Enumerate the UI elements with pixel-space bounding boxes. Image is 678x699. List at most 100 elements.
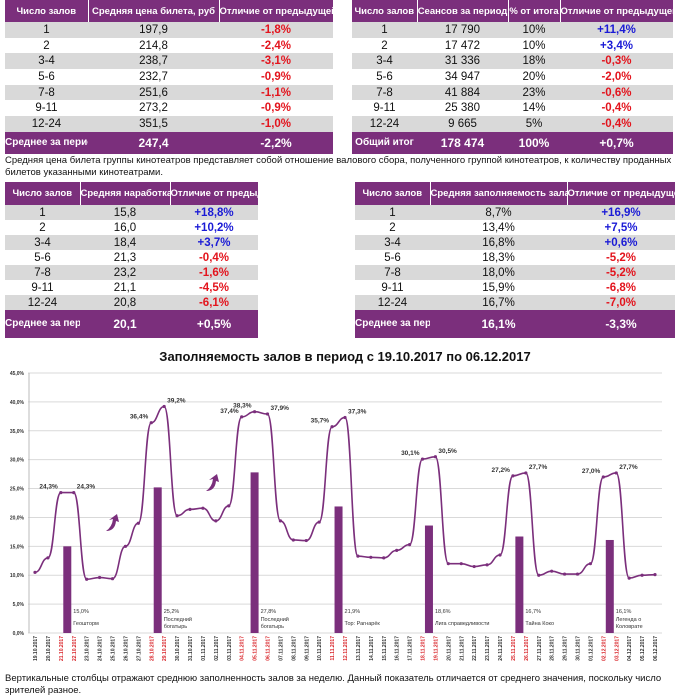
table-cell: 20% [522, 70, 546, 83]
data-point [537, 573, 541, 577]
table-row: 3-4 18,4 +3,7% [5, 235, 258, 250]
point-value-label: 37,3% [348, 408, 367, 415]
point-value-label: 27,7% [619, 464, 638, 471]
point-value-label: 36,4% [130, 414, 149, 421]
table-cell: 12-24 [355, 295, 430, 310]
point-value-label: 37,9% [271, 405, 290, 412]
total-cell: 16,1% [430, 310, 567, 338]
data-point [420, 457, 425, 461]
total-cell: 178 474 [417, 131, 508, 154]
table-cell: 17 790 [417, 22, 508, 38]
table-cell: 10% [522, 39, 546, 52]
chart-title: Заполняемость залов в период с 19.10.201… [159, 349, 531, 364]
data-point [382, 556, 386, 560]
x-tick-label: 20.11.2017 [446, 636, 452, 661]
table-cell: 7-8 [352, 84, 417, 101]
table-cell: 7-8 [355, 265, 430, 280]
x-tick-label: 27.11.2017 [537, 636, 543, 661]
data-point [85, 577, 89, 581]
total-cell: Общий итог [352, 131, 417, 154]
data-point [317, 520, 321, 524]
total-cell: Среднее за период [355, 310, 430, 338]
column-header: Число залов [5, 0, 89, 22]
data-point [72, 491, 76, 495]
x-tick-label: 12.11.2017 [343, 636, 349, 661]
bar-film-label: Легенда о [616, 617, 642, 623]
column-header: Сеансов за период [417, 0, 509, 22]
table-row: 12-24 9 665 5% -0,4% [352, 116, 673, 132]
data-point [640, 573, 644, 577]
table-row: 9-11 15,9% -6,8% [355, 280, 675, 295]
y-tick-label: 25,0% [10, 487, 25, 493]
data-point [188, 507, 192, 511]
column-header: Средняя заполняемость зала, % [430, 182, 568, 205]
table-cell: 21,1 [113, 281, 137, 294]
x-tick-label: 29.11.2017 [563, 636, 569, 661]
table-cell: -1,6% [170, 265, 258, 280]
week-bar [63, 546, 72, 633]
data-point [588, 562, 593, 566]
x-tick-label: 21.11.2017 [459, 636, 465, 661]
trend-arrow-icon [206, 474, 219, 491]
total-cell: 20,1 [80, 310, 170, 338]
table-cell: 18,0% [430, 265, 567, 280]
table-cell: 20,8 [80, 295, 170, 310]
total-row: Общий итог 178 474 100% +0,7% [352, 131, 673, 154]
table-cell: -2,4% [260, 39, 292, 52]
bar-film-label: богатырь [261, 624, 285, 630]
table-cell: 12-24 [5, 116, 88, 132]
column-header: Отличие от предыдущей недели [560, 0, 674, 22]
x-tick-label: 21.10.2017 [59, 636, 65, 661]
table-cell: 15,9% [482, 281, 515, 294]
table-cell: 3-4 [5, 235, 80, 250]
table-row: 7-8 18,0% -5,2% [355, 265, 675, 280]
total-cell: -2,2% [219, 131, 333, 154]
table-cell: +3,4% [600, 39, 633, 52]
data-point [123, 544, 128, 548]
data-point [175, 514, 179, 518]
x-tick-label: 14.11.2017 [369, 636, 375, 661]
x-tick-label: 17.11.2017 [408, 636, 414, 661]
data-point [162, 404, 166, 409]
table-row: 9-11 25 380 14% -0,4% [352, 100, 673, 116]
data-point [330, 425, 334, 429]
data-point [498, 553, 502, 557]
x-tick-label: 15.11.2017 [382, 636, 388, 661]
point-value-label: 30,5% [438, 448, 457, 455]
table-row: 5-6 34 947 20% -2,0% [352, 69, 673, 85]
table-cell: -4,5% [198, 281, 230, 294]
table-cell: -1,8% [219, 22, 333, 38]
data-point [472, 564, 476, 569]
table-cell: 16,8% [430, 235, 567, 250]
bar-value-label: 18,6% [435, 609, 451, 615]
table-cell: 5% [508, 116, 560, 132]
x-tick-label: 01.12.2017 [588, 636, 594, 661]
table-cell: 9-11 [373, 102, 396, 115]
table-cell: 16,0 [113, 221, 137, 234]
table-cell: 31 336 [417, 53, 508, 70]
total-cell: 247,4 [88, 131, 219, 154]
x-tick-label: 25.10.2017 [111, 636, 117, 661]
table-row: 9-11 273,2 -0,9% [5, 100, 333, 116]
data-point [614, 471, 618, 475]
column-header: Отличие от предыдущей недели [219, 0, 334, 22]
column-header: Средняя наработка (зрителей на сеанс) [80, 182, 171, 205]
bar-film-label: Лига справедливости [435, 621, 490, 627]
table-cell: 12-24 [5, 295, 80, 310]
table-cell: -3,1% [219, 53, 333, 70]
x-tick-label: 06.12.2017 [653, 636, 659, 661]
table-cell: 197,9 [88, 22, 219, 38]
x-tick-label: 28.11.2017 [550, 636, 556, 661]
table-cell: 5-6 [376, 70, 393, 83]
y-tick-label: 20,0% [10, 515, 25, 521]
x-tick-label: 19.11.2017 [433, 636, 439, 661]
data-point [149, 421, 153, 425]
point-value-label: 37,4% [220, 408, 239, 415]
x-tick-label: 25.11.2017 [511, 636, 517, 661]
x-tick-label: 04.12.2017 [627, 636, 633, 661]
x-tick-label: 31.10.2017 [188, 636, 194, 661]
table-cell: 9-11 [381, 281, 404, 294]
data-point [291, 538, 295, 542]
table-cell: -1,0% [219, 116, 333, 132]
